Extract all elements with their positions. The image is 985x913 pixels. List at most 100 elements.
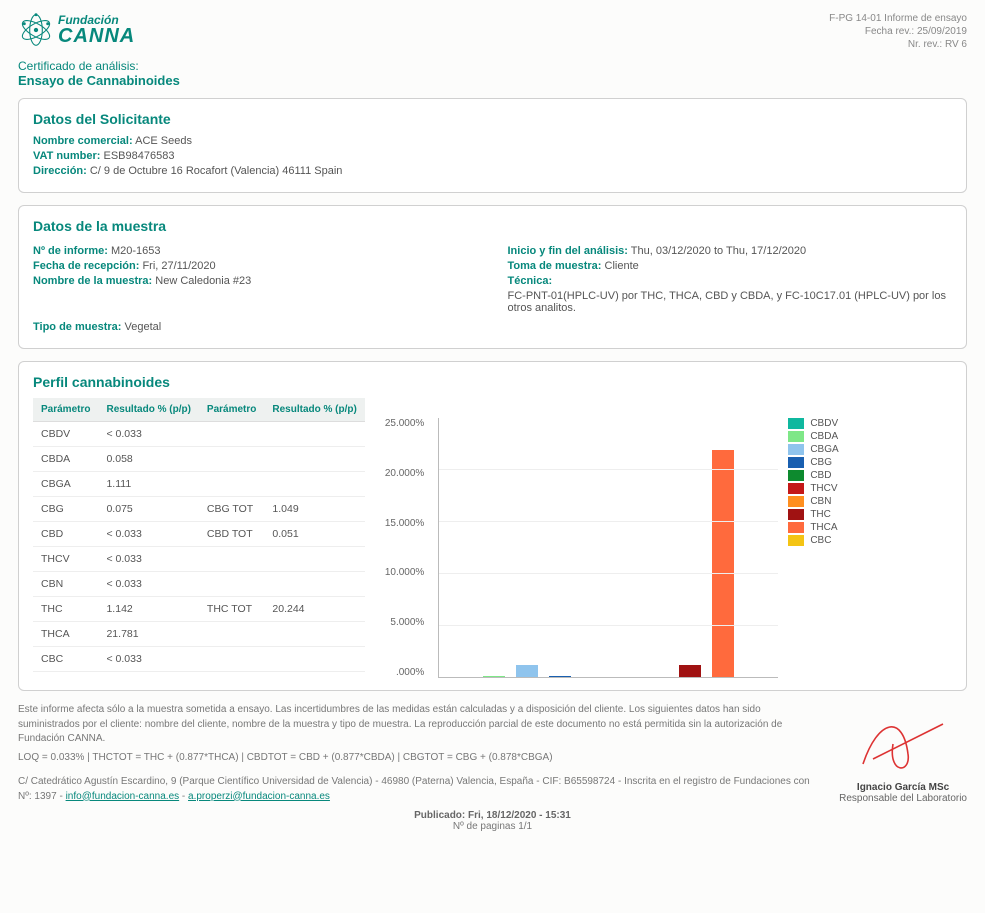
swatch-icon — [788, 483, 804, 494]
legend-item: CBD — [788, 470, 838, 481]
table-cell: 1.111 — [98, 472, 198, 497]
swatch-icon — [788, 431, 804, 442]
bar-thca — [712, 450, 734, 677]
table-row: THCA21.781 — [33, 622, 365, 647]
val-vat: ESB98476583 — [104, 150, 175, 162]
table-cell: CBN — [33, 572, 98, 597]
table-row: THCV< 0.033 — [33, 547, 365, 572]
table-cell: 1.142 — [98, 597, 198, 622]
table-cell: CBG — [33, 497, 98, 522]
table-cell: 20.244 — [264, 597, 364, 622]
table-cell: CBC — [33, 647, 98, 672]
val-tecnica: FC-PNT-01(HPLC-UV) por THC, THCA, CBD y … — [508, 290, 953, 314]
table-cell — [199, 622, 264, 647]
val-tipo: Vegetal — [125, 321, 162, 333]
table-cell: THC TOT — [199, 597, 264, 622]
legend-label: THC — [810, 509, 831, 520]
chart-y-axis: 25.000%20.000%15.000%10.000%5.000%.000% — [385, 418, 428, 678]
signature-icon — [843, 709, 963, 779]
panel-solicitante: Datos del Solicitante Nombre comercial: … — [18, 98, 967, 193]
val-analisis: Thu, 03/12/2020 to Thu, 17/12/2020 — [631, 245, 806, 257]
table-cell: 1.049 — [264, 497, 364, 522]
table-row: CBDA0.058 — [33, 447, 365, 472]
doc-header: Fundación CANNA F-PG 14-01 Informe de en… — [18, 12, 967, 51]
label-informe: Nº de informe: — [33, 245, 108, 257]
table-cell: < 0.033 — [98, 422, 198, 447]
legend-label: CBDV — [810, 418, 838, 429]
legend-item: CBC — [788, 535, 838, 546]
sig-name: Ignacio García MSc — [839, 782, 967, 793]
label-nombre: Nombre comercial: — [33, 135, 133, 147]
table-row: CBGA1.111 — [33, 472, 365, 497]
bar-cbga — [516, 665, 538, 677]
doc-rev: Nr. rev.: RV 6 — [829, 38, 967, 51]
doc-date: Fecha rev.: 25/09/2019 — [829, 25, 967, 38]
table-cell: < 0.033 — [98, 547, 198, 572]
doc-meta: F-PG 14-01 Informe de ensayo Fecha rev.:… — [829, 12, 967, 51]
legend-label: CBC — [810, 535, 831, 546]
legend-label: CBGA — [810, 444, 838, 455]
th-param2: Parámetro — [199, 398, 264, 422]
legend-item: THCV — [788, 483, 838, 494]
legend-label: THCV — [810, 483, 837, 494]
legend-item: CBDV — [788, 418, 838, 429]
legend-item: THCA — [788, 522, 838, 533]
y-tick: .000% — [385, 667, 424, 678]
table-cell — [199, 647, 264, 672]
table-cell: CBG TOT — [199, 497, 264, 522]
swatch-icon — [788, 509, 804, 520]
table-cell — [264, 572, 364, 597]
val-nombre-muestra: New Caledonia #23 — [155, 275, 251, 287]
email-link-1[interactable]: info@fundacion-canna.es — [66, 791, 180, 802]
table-cell — [199, 472, 264, 497]
email-link-2[interactable]: a.properzi@fundacion-canna.es — [188, 791, 330, 802]
table-row: CBD< 0.033CBD TOT0.051 — [33, 522, 365, 547]
th-param1: Parámetro — [33, 398, 98, 422]
swatch-icon — [788, 457, 804, 468]
legend-label: CBD — [810, 470, 831, 481]
legend-item: THC — [788, 509, 838, 520]
table-cell: CBD TOT — [199, 522, 264, 547]
val-nombre: ACE Seeds — [135, 135, 192, 147]
label-tipo: Tipo de muestra: — [33, 321, 121, 333]
y-tick: 20.000% — [385, 468, 424, 479]
y-tick: 5.000% — [385, 617, 424, 628]
table-row: CBG0.075CBG TOT1.049 — [33, 497, 365, 522]
table-cell — [264, 547, 364, 572]
chart-plot — [438, 418, 778, 678]
swatch-icon — [788, 470, 804, 481]
table-cell — [199, 447, 264, 472]
panel-muestra: Datos de la muestra Nº de informe: M20-1… — [18, 205, 967, 349]
table-row: CBDV< 0.033 — [33, 422, 365, 447]
footer-p2: LOQ = 0.033% | THCTOT = THC + (0.877*THC… — [18, 751, 819, 766]
table-cell: CBDV — [33, 422, 98, 447]
val-dir: C/ 9 de Octubre 16 Rocafort (Valencia) 4… — [90, 165, 343, 177]
table-cell — [264, 472, 364, 497]
table-row: CBC< 0.033 — [33, 647, 365, 672]
val-recepcion: Fri, 27/11/2020 — [142, 260, 215, 272]
molecule-icon — [18, 12, 54, 48]
doc-code: F-PG 14-01 Informe de ensayo — [829, 12, 967, 25]
swatch-icon — [788, 418, 804, 429]
table-cell: CBGA — [33, 472, 98, 497]
cert-line: Certificado de análisis: — [18, 59, 967, 73]
table-cell: THCA — [33, 622, 98, 647]
table-cell: 0.075 — [98, 497, 198, 522]
solicitante-heading: Datos del Solicitante — [33, 111, 952, 127]
footer-p1: Este informe afecta sólo a la muestra so… — [18, 703, 819, 747]
val-toma: Cliente — [605, 260, 639, 272]
table-cell: THC — [33, 597, 98, 622]
results-table: Parámetro Resultado % (p/p) Parámetro Re… — [33, 398, 365, 672]
swatch-icon — [788, 444, 804, 455]
table-row: THC1.142THC TOT20.244 — [33, 597, 365, 622]
table-cell — [199, 422, 264, 447]
table-cell: < 0.033 — [98, 522, 198, 547]
legend-item: CBG — [788, 457, 838, 468]
table-cell: 0.058 — [98, 447, 198, 472]
y-tick: 15.000% — [385, 518, 424, 529]
table-cell — [264, 422, 364, 447]
bar-cbda — [483, 676, 505, 677]
label-tecnica: Técnica: — [508, 275, 553, 287]
table-cell: < 0.033 — [98, 647, 198, 672]
label-analisis: Inicio y fin del análisis: — [508, 245, 628, 257]
